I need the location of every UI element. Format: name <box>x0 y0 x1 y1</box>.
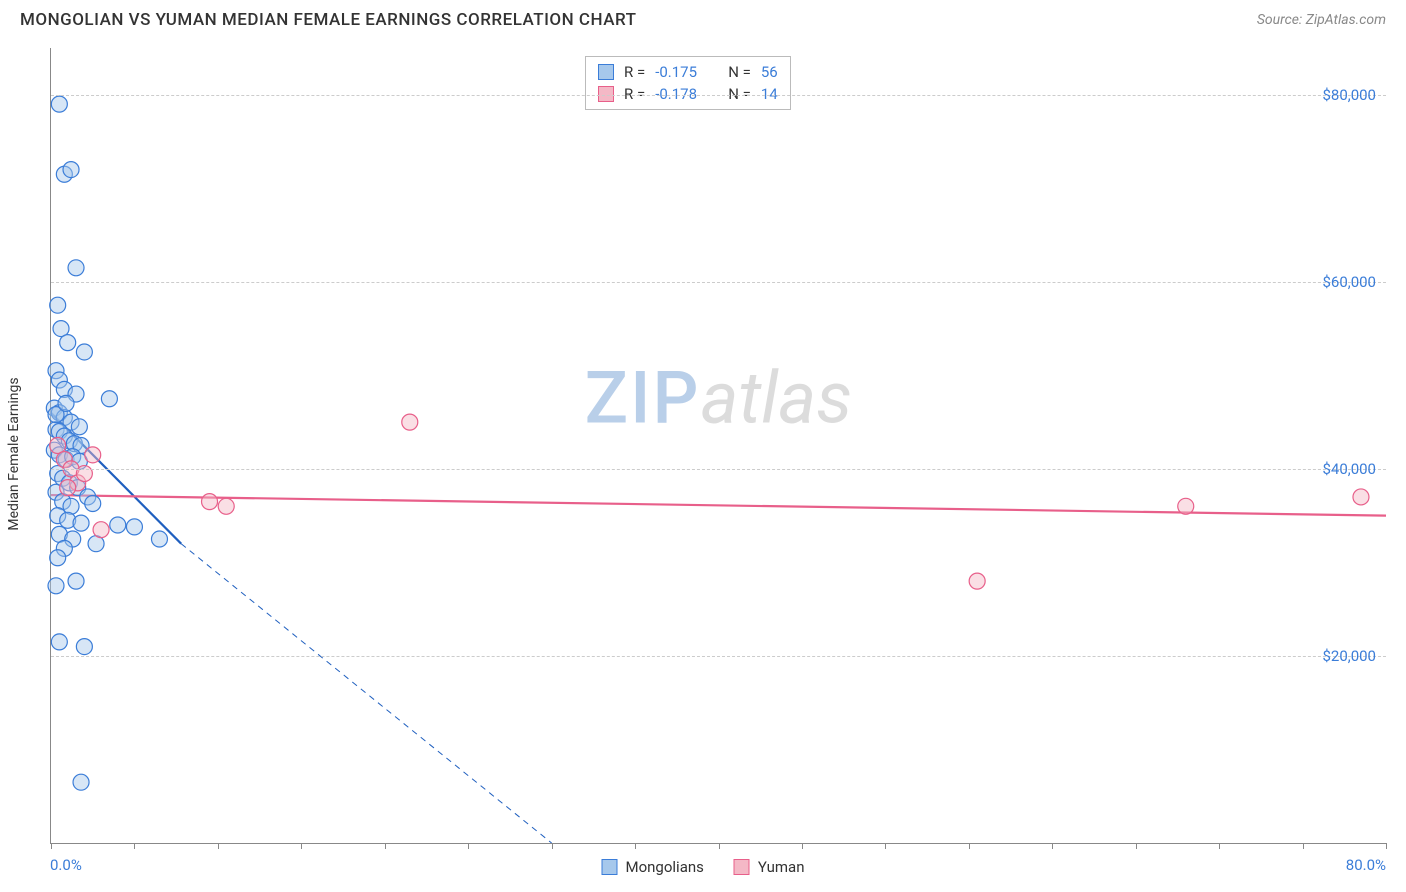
x-tick <box>969 843 970 849</box>
x-tick <box>301 843 302 849</box>
x-tick <box>719 843 720 849</box>
legend-item: Mongolians <box>602 858 704 876</box>
x-tick <box>1303 843 1304 849</box>
x-tick <box>1052 843 1053 849</box>
gridline <box>51 469 1386 470</box>
x-tick <box>51 843 52 849</box>
x-tick <box>885 843 886 849</box>
x-tick <box>385 843 386 849</box>
x-axis-max-label: 80.0% <box>1346 856 1386 874</box>
y-tick-label: $40,000 <box>1322 460 1376 478</box>
chart-title: MONGOLIAN VS YUMAN MEDIAN FEMALE EARNING… <box>20 10 637 30</box>
legend-swatch-icon <box>602 859 618 875</box>
gridline <box>51 656 1386 657</box>
x-tick <box>635 843 636 849</box>
x-tick <box>218 843 219 849</box>
y-axis-label: Median Female Earnings <box>6 377 22 530</box>
x-tick <box>468 843 469 849</box>
legend-label: Mongolians <box>626 858 704 876</box>
x-tick <box>802 843 803 849</box>
header: MONGOLIAN VS YUMAN MEDIAN FEMALE EARNING… <box>0 0 1406 36</box>
legend: Mongolians Yuman <box>602 858 805 876</box>
x-axis-min-label: 0.0% <box>50 856 82 874</box>
x-tick <box>1386 843 1387 849</box>
y-tick-label: $20,000 <box>1322 647 1376 665</box>
legend-item: Yuman <box>734 858 805 876</box>
x-tick <box>134 843 135 849</box>
gridline <box>51 95 1386 96</box>
y-tick-label: $80,000 <box>1322 86 1376 104</box>
x-tick <box>1136 843 1137 849</box>
chart-plot-area: ZIPatlas R = -0.175 N = 56R = -0.178 N =… <box>50 48 1386 844</box>
gridline <box>51 282 1386 283</box>
x-tick <box>1219 843 1220 849</box>
scatter-svg <box>51 48 1386 843</box>
y-tick-label: $60,000 <box>1322 273 1376 291</box>
legend-swatch-icon <box>734 859 750 875</box>
x-tick <box>552 843 553 849</box>
source-label: Source: ZipAtlas.com <box>1257 12 1386 28</box>
legend-label: Yuman <box>758 858 805 876</box>
